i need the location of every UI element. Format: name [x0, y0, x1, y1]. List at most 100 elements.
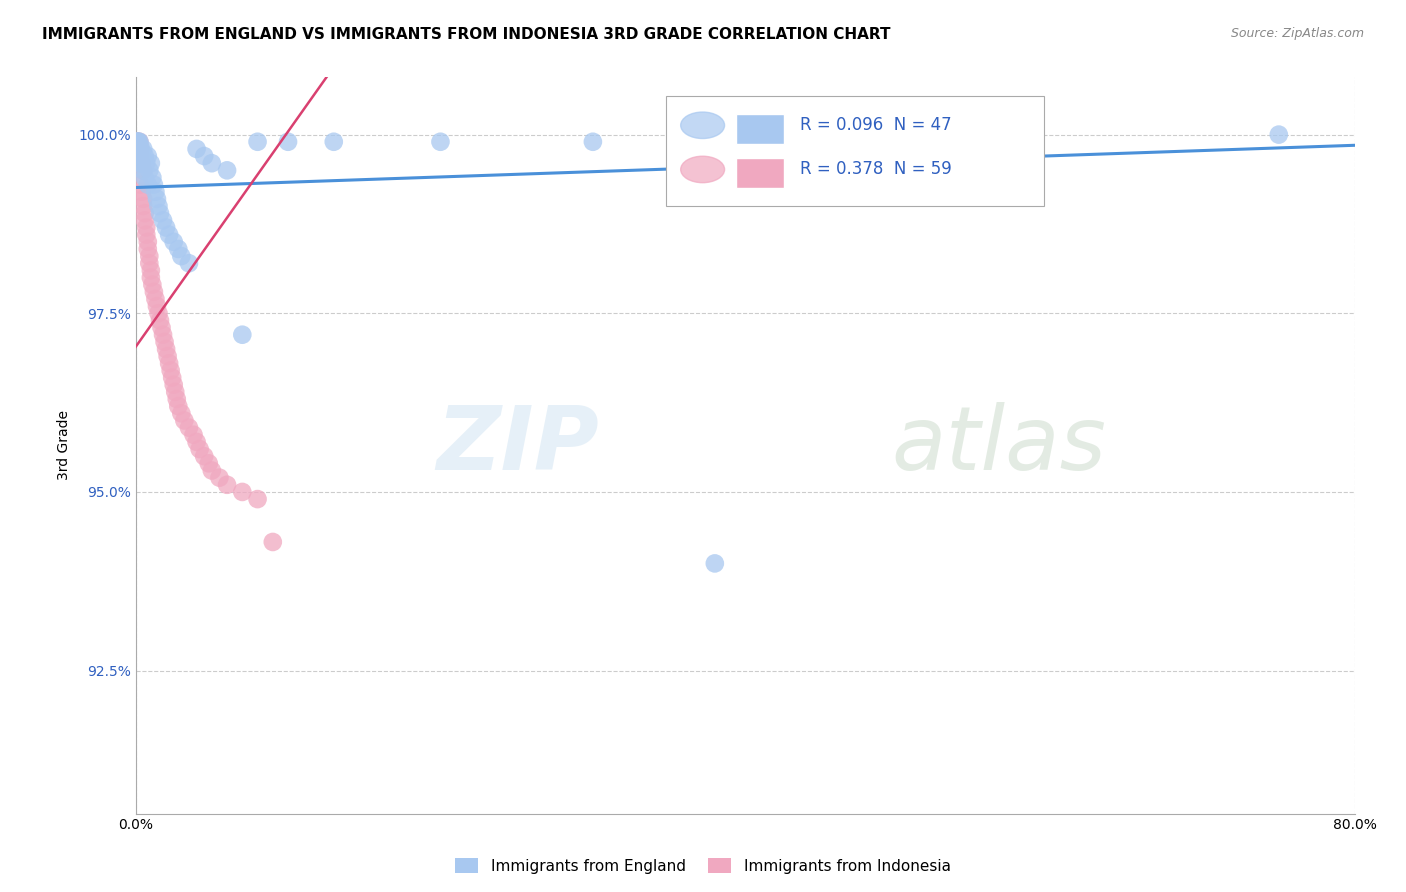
Point: [152, 327, 174, 342]
FancyBboxPatch shape: [735, 159, 785, 188]
Point: [170, 249, 193, 263]
Point: [167, 242, 190, 256]
Point: [135, 220, 157, 235]
Point: [134, 149, 156, 163]
Point: [128, 135, 150, 149]
Point: [131, 156, 153, 170]
Point: [127, 142, 149, 156]
Point: [231, 485, 253, 500]
Point: [132, 192, 155, 206]
Point: [134, 206, 156, 220]
Point: [128, 135, 150, 149]
Text: IMMIGRANTS FROM ENGLAND VS IMMIGRANTS FROM INDONESIA 3RD GRADE CORRELATION CHART: IMMIGRANTS FROM ENGLAND VS IMMIGRANTS FR…: [42, 27, 890, 42]
Point: [139, 270, 162, 285]
Point: [141, 170, 163, 185]
Point: [134, 213, 156, 227]
Point: [127, 135, 149, 149]
Point: [127, 142, 149, 156]
Point: [136, 235, 159, 249]
Point: [201, 156, 224, 170]
Point: [129, 142, 152, 156]
Point: [128, 149, 150, 163]
Point: [131, 156, 153, 170]
Point: [163, 377, 186, 392]
Point: [129, 149, 152, 163]
Text: R = 0.378  N = 59: R = 0.378 N = 59: [800, 161, 952, 178]
Point: [145, 185, 167, 199]
Text: ZIP: ZIP: [436, 402, 599, 489]
Point: [193, 449, 215, 463]
Text: Source: ZipAtlas.com: Source: ZipAtlas.com: [1230, 27, 1364, 40]
Point: [193, 149, 215, 163]
Point: [136, 178, 159, 192]
Point: [129, 178, 152, 192]
Point: [129, 142, 152, 156]
Point: [157, 356, 180, 370]
Point: [157, 227, 180, 242]
Point: [163, 235, 186, 249]
Circle shape: [681, 112, 724, 138]
Point: [132, 199, 155, 213]
Point: [142, 178, 165, 192]
Point: [215, 477, 238, 491]
Point: [155, 220, 177, 235]
Point: [165, 384, 187, 399]
Point: [170, 406, 193, 420]
Point: [141, 277, 163, 292]
Point: [132, 163, 155, 178]
Point: [173, 413, 195, 427]
Point: [582, 135, 605, 149]
Point: [125, 135, 148, 149]
Point: [149, 206, 172, 220]
Point: [188, 442, 211, 456]
Point: [125, 135, 148, 149]
Point: [139, 263, 162, 277]
Point: [128, 149, 150, 163]
FancyBboxPatch shape: [666, 95, 1045, 206]
Point: [160, 370, 183, 384]
Point: [136, 242, 159, 256]
Point: [136, 149, 159, 163]
Y-axis label: 3rd Grade: 3rd Grade: [58, 410, 72, 481]
Point: [156, 349, 179, 363]
Point: [129, 156, 152, 170]
Point: [277, 135, 299, 149]
Point: [166, 392, 188, 406]
Point: [148, 306, 170, 320]
Point: [155, 342, 177, 356]
Point: [132, 163, 155, 178]
Point: [127, 135, 149, 149]
Point: [148, 199, 170, 213]
Point: [129, 142, 152, 156]
Point: [131, 149, 153, 163]
Point: [146, 192, 169, 206]
Point: [131, 185, 153, 199]
Point: [197, 456, 219, 470]
Point: [322, 135, 344, 149]
Point: [138, 256, 160, 270]
Point: [201, 463, 224, 477]
Point: [208, 470, 231, 484]
Point: [262, 535, 284, 549]
Text: atlas: atlas: [891, 402, 1107, 489]
Circle shape: [681, 156, 724, 183]
Point: [177, 256, 200, 270]
Point: [159, 363, 181, 377]
Point: [145, 292, 167, 306]
Point: [186, 142, 208, 156]
Point: [127, 142, 149, 156]
Point: [183, 427, 205, 442]
Point: [153, 334, 176, 349]
Point: [152, 213, 174, 227]
Legend: Immigrants from England, Immigrants from Indonesia: Immigrants from England, Immigrants from…: [450, 852, 956, 880]
Point: [1268, 128, 1291, 142]
Point: [138, 163, 160, 178]
Point: [127, 135, 149, 149]
Text: R = 0.096  N = 47: R = 0.096 N = 47: [800, 116, 952, 135]
Point: [246, 492, 269, 507]
Point: [142, 285, 165, 299]
Point: [139, 156, 162, 170]
FancyBboxPatch shape: [735, 114, 785, 144]
Point: [150, 320, 173, 334]
Point: [135, 156, 157, 170]
